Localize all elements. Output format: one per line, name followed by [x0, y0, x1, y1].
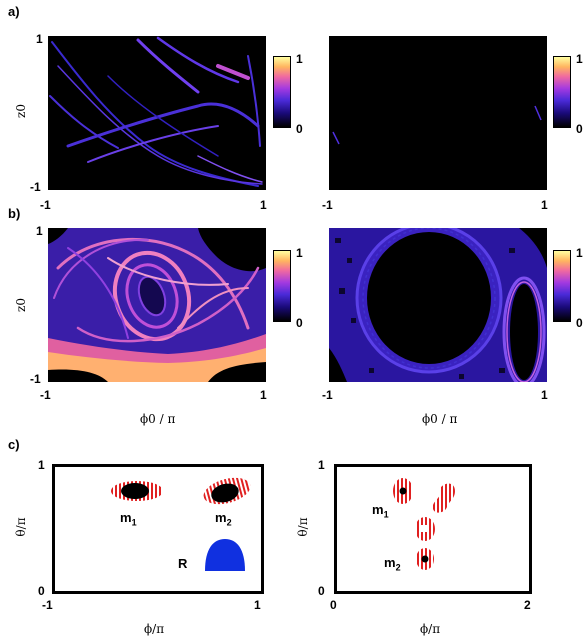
a-left-cbar-bottom: 0	[296, 122, 303, 136]
b-left-cbar-bottom: 0	[296, 316, 303, 330]
b-left-ytick-top: 1	[36, 224, 43, 238]
a-left-ylabel: z0	[14, 104, 28, 118]
b-left-xlabel: ϕ0 / π	[140, 412, 176, 426]
a-left-ytick-top: 1	[36, 32, 43, 46]
b-left-xtick-left: -1	[40, 388, 51, 402]
c-right-xlabel: ϕ/π	[420, 622, 441, 636]
c-left-xlabel: ϕ/π	[144, 622, 165, 636]
c-left-frame	[52, 464, 264, 594]
b-left-plot	[48, 228, 266, 382]
b-left-ylabel: z0	[14, 298, 28, 312]
c-left-xtick-right: 1	[254, 598, 261, 612]
c-right-frame	[334, 464, 532, 594]
c-left-ytick-top: 1	[38, 458, 45, 472]
b-left-colorbar	[273, 250, 291, 322]
a-left-plot	[48, 36, 266, 190]
c-left-ylabel: θ/π	[14, 517, 28, 537]
c-left-label-m1: m1	[120, 510, 137, 528]
panel-letter-b: b)	[8, 206, 21, 221]
a-right-plot	[329, 36, 547, 190]
c-right-xtick-left: 0	[330, 598, 337, 612]
c-right-ylabel: θ/π	[296, 517, 310, 537]
c-right-label-m1: m1	[372, 502, 389, 520]
panel-letter-a: a)	[8, 4, 20, 19]
c-right-ytick-bottom: 0	[318, 584, 325, 598]
a-right-cbar-bottom: 0	[576, 122, 583, 136]
c-right-xtick-right: 2	[524, 598, 531, 612]
b-right-plot	[329, 228, 547, 382]
b-right-cbar-bottom: 0	[576, 316, 583, 330]
a-left-xtick-right: 1	[260, 198, 267, 212]
c-left-label-m2: m2	[215, 510, 232, 528]
a-right-xtick-right: 1	[541, 198, 548, 212]
c-left-ytick-bottom: 0	[38, 584, 45, 598]
a-right-xtick-left: -1	[322, 198, 333, 212]
panel-letter-c: c)	[8, 437, 20, 452]
b-right-xtick-right: 1	[541, 388, 548, 402]
c-right-ytick-top: 1	[318, 458, 325, 472]
b-right-cbar-top: 1	[576, 246, 583, 260]
b-left-cbar-top: 1	[296, 246, 303, 260]
b-right-colorbar	[553, 250, 571, 322]
a-left-ytick-bottom: -1	[30, 180, 41, 194]
a-left-xtick-left: -1	[40, 198, 51, 212]
c-right-label-m2: m2	[384, 555, 401, 573]
b-left-ytick-bottom: -1	[30, 372, 41, 386]
a-left-cbar-top: 1	[296, 52, 303, 66]
c-left-label-r: R	[178, 556, 188, 571]
b-right-xtick-left: -1	[322, 388, 333, 402]
a-right-colorbar	[553, 56, 571, 128]
b-right-xlabel: ϕ0 / π	[422, 412, 458, 426]
c-left-xtick-left: -1	[42, 598, 53, 612]
a-right-cbar-top: 1	[576, 52, 583, 66]
a-left-colorbar	[273, 56, 291, 128]
b-left-xtick-right: 1	[260, 388, 267, 402]
